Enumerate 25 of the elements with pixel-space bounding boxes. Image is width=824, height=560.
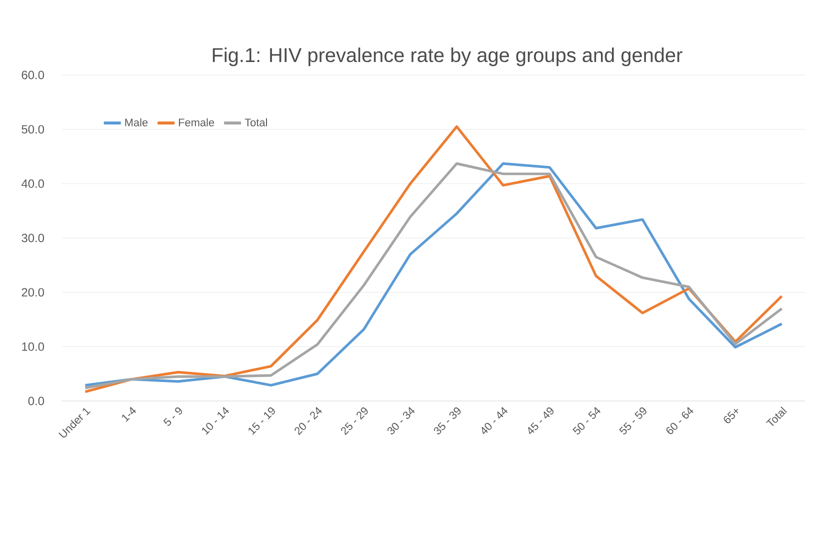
chart-title: Fig.1: HIV prevalence rate by age groups and gender: [212, 48, 682, 66]
x-tick-label: 55 - 59: [619, 407, 646, 434]
x-tick-label: 10 - 14: [202, 407, 229, 435]
x-tick-label: 60 - 64: [666, 407, 694, 434]
x-tick-label: 5 - 9: [163, 407, 182, 426]
legend-label: Male: [125, 118, 148, 126]
x-tick-label: 15 - 19: [248, 407, 275, 435]
x-tick-label: 40 - 44: [482, 407, 508, 434]
y-tick-label: 20.0: [22, 288, 44, 297]
x-tick-label: 1-4: [122, 406, 136, 422]
x-tick-label: 45 - 49: [528, 407, 554, 434]
y-tick-label: 30.0: [22, 234, 44, 242]
legend-label: Female: [178, 118, 214, 126]
x-tick-label: 30 - 34: [387, 407, 415, 434]
y-tick-label: 10.0: [22, 342, 44, 351]
y-tick-label: 40.0: [22, 179, 44, 188]
y-tick-label: 0.0: [28, 396, 44, 406]
x-tick-label: 20 - 24: [294, 407, 322, 436]
y-tick-label: 60.0: [22, 70, 44, 80]
x-tick-label: 25 - 29: [341, 407, 368, 436]
y-tick-label: 50.0: [22, 125, 44, 134]
x-tick-label: 35 - 39: [434, 407, 461, 434]
x-tick-label: 65+: [724, 408, 738, 424]
x-tick-label: 50 - 54: [572, 407, 600, 434]
legend-label: Total: [244, 118, 267, 126]
